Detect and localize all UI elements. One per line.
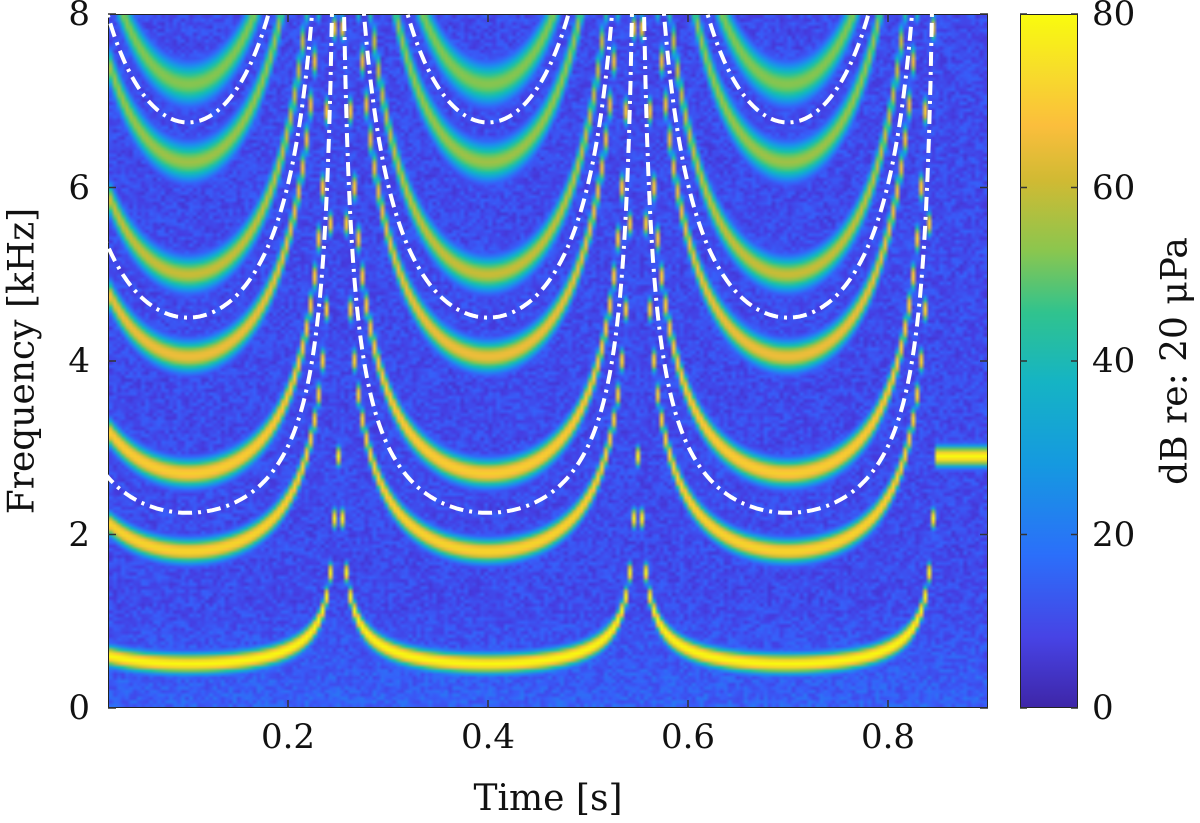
spectrogram-plot-area <box>108 14 988 708</box>
colorbar <box>1020 14 1078 708</box>
reference-curve-1-0 <box>108 14 315 320</box>
y-tick-label: 8 <box>68 0 90 34</box>
x-tick-label: 0.4 <box>460 717 516 757</box>
reference-curve-0-0 <box>108 14 334 515</box>
y-tick-label: 0 <box>68 688 90 728</box>
y-tick-label: 6 <box>68 167 90 208</box>
colorbar-tick-label: 0 <box>1092 688 1114 728</box>
reference-curve-2-2 <box>705 14 871 125</box>
y-axis-label: Frequency [kHz] <box>1 207 43 515</box>
y-tick-label: 2 <box>68 514 90 555</box>
spectrogram-heatmap <box>109 15 987 707</box>
x-tick-label: 0.6 <box>660 717 716 757</box>
reference-curve-1-1 <box>361 14 615 320</box>
colorbar-tick-label: 20 <box>1092 514 1136 555</box>
reference-curve-0-2 <box>642 14 934 515</box>
reference-curve-0-1 <box>342 14 634 515</box>
colorbar-tick-label: 80 <box>1092 0 1136 34</box>
x-axis-label: Time [s] <box>473 778 623 819</box>
x-tick-label: 0.2 <box>260 717 316 757</box>
x-tick-label: 0.8 <box>860 717 916 757</box>
reference-curve-1-2 <box>661 14 915 320</box>
colorbar-tick-label: 40 <box>1092 341 1136 381</box>
colorbar-tick-label: 60 <box>1092 167 1136 208</box>
colorbar-label: dB re: 20 μPa <box>1154 237 1196 485</box>
y-tick-label: 4 <box>68 341 90 381</box>
